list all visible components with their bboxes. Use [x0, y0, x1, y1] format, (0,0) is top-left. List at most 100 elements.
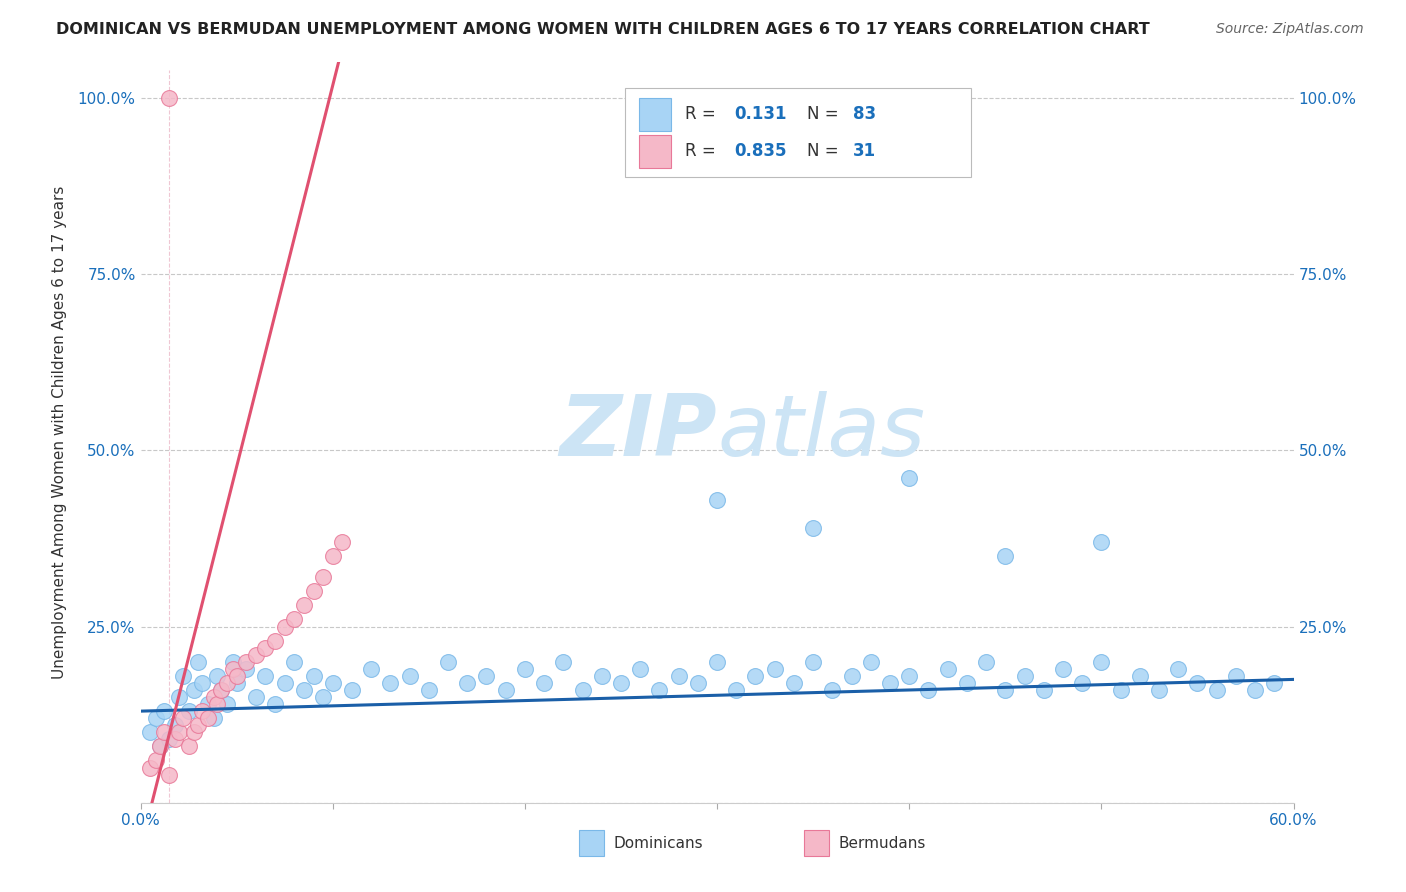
Point: [380, 676, 402, 690]
Point: [744, 669, 766, 683]
Point: [994, 549, 1017, 563]
Text: 31: 31: [853, 143, 876, 161]
Point: [859, 655, 882, 669]
Point: [145, 711, 167, 725]
Point: [628, 662, 651, 676]
Point: [165, 732, 187, 747]
Point: [183, 683, 205, 698]
Point: [139, 760, 162, 774]
Point: [1032, 683, 1054, 698]
Point: [533, 676, 555, 690]
Text: R =: R =: [685, 143, 716, 161]
Point: [222, 662, 245, 676]
Point: [974, 655, 997, 669]
Text: DOMINICAN VS BERMUDAN UNEMPLOYMENT AMONG WOMEN WITH CHILDREN AGES 6 TO 17 YEARS : DOMINICAN VS BERMUDAN UNEMPLOYMENT AMONG…: [56, 22, 1150, 37]
Text: Source: ZipAtlas.com: Source: ZipAtlas.com: [1216, 22, 1364, 37]
Point: [686, 676, 709, 690]
Point: [172, 669, 194, 683]
Point: [191, 704, 214, 718]
Point: [245, 690, 267, 704]
Point: [159, 767, 180, 781]
Point: [302, 669, 325, 683]
Point: [879, 676, 901, 690]
Point: [283, 612, 305, 626]
FancyBboxPatch shape: [624, 88, 970, 178]
Point: [668, 669, 690, 683]
Point: [783, 676, 806, 690]
Point: [152, 704, 174, 718]
Point: [187, 718, 209, 732]
Point: [1090, 655, 1112, 669]
Point: [209, 683, 232, 698]
Point: [145, 754, 167, 768]
Point: [1244, 683, 1267, 698]
Point: [994, 683, 1017, 698]
FancyBboxPatch shape: [638, 98, 671, 130]
Point: [495, 683, 517, 698]
Text: atlas: atlas: [717, 391, 925, 475]
Point: [187, 655, 209, 669]
Point: [202, 690, 225, 704]
Point: [183, 725, 205, 739]
Point: [898, 471, 921, 485]
Point: [571, 683, 593, 698]
Point: [197, 711, 219, 725]
Point: [254, 669, 277, 683]
Point: [322, 676, 344, 690]
Point: [159, 91, 180, 105]
Point: [917, 683, 939, 698]
Text: N =: N =: [807, 143, 838, 161]
Point: [274, 619, 297, 633]
Point: [159, 732, 180, 747]
Point: [149, 739, 172, 754]
Point: [437, 655, 460, 669]
Point: [149, 739, 172, 754]
Point: [1014, 669, 1036, 683]
Text: 0.835: 0.835: [734, 143, 787, 161]
Point: [207, 669, 229, 683]
FancyBboxPatch shape: [804, 830, 830, 856]
Point: [706, 492, 728, 507]
Point: [197, 697, 219, 711]
Point: [235, 662, 257, 676]
Point: [292, 683, 315, 698]
Text: Dominicans: Dominicans: [613, 836, 703, 851]
Point: [591, 669, 613, 683]
Text: 83: 83: [853, 105, 876, 123]
Point: [292, 599, 315, 613]
Point: [245, 648, 267, 662]
Point: [332, 535, 354, 549]
Point: [274, 676, 297, 690]
Point: [322, 549, 344, 563]
Point: [191, 676, 214, 690]
Point: [553, 655, 575, 669]
Point: [152, 725, 174, 739]
FancyBboxPatch shape: [638, 135, 671, 168]
Text: R =: R =: [685, 105, 721, 123]
Point: [165, 718, 187, 732]
Point: [1263, 676, 1285, 690]
Point: [1052, 662, 1074, 676]
Point: [801, 655, 824, 669]
Point: [1225, 669, 1247, 683]
Point: [418, 683, 440, 698]
Point: [222, 655, 245, 669]
Point: [513, 662, 536, 676]
Point: [763, 662, 786, 676]
Point: [177, 739, 200, 754]
Point: [202, 711, 225, 725]
Point: [841, 669, 863, 683]
Point: [225, 676, 247, 690]
Point: [1167, 662, 1189, 676]
Point: [340, 683, 363, 698]
Point: [167, 690, 190, 704]
Point: [264, 697, 287, 711]
Point: [217, 676, 239, 690]
Text: N =: N =: [807, 105, 838, 123]
Y-axis label: Unemployment Among Women with Children Ages 6 to 17 years: Unemployment Among Women with Children A…: [52, 186, 66, 680]
Text: 0.131: 0.131: [734, 105, 787, 123]
Point: [312, 570, 335, 584]
Point: [172, 711, 194, 725]
Point: [264, 633, 287, 648]
Point: [821, 683, 844, 698]
